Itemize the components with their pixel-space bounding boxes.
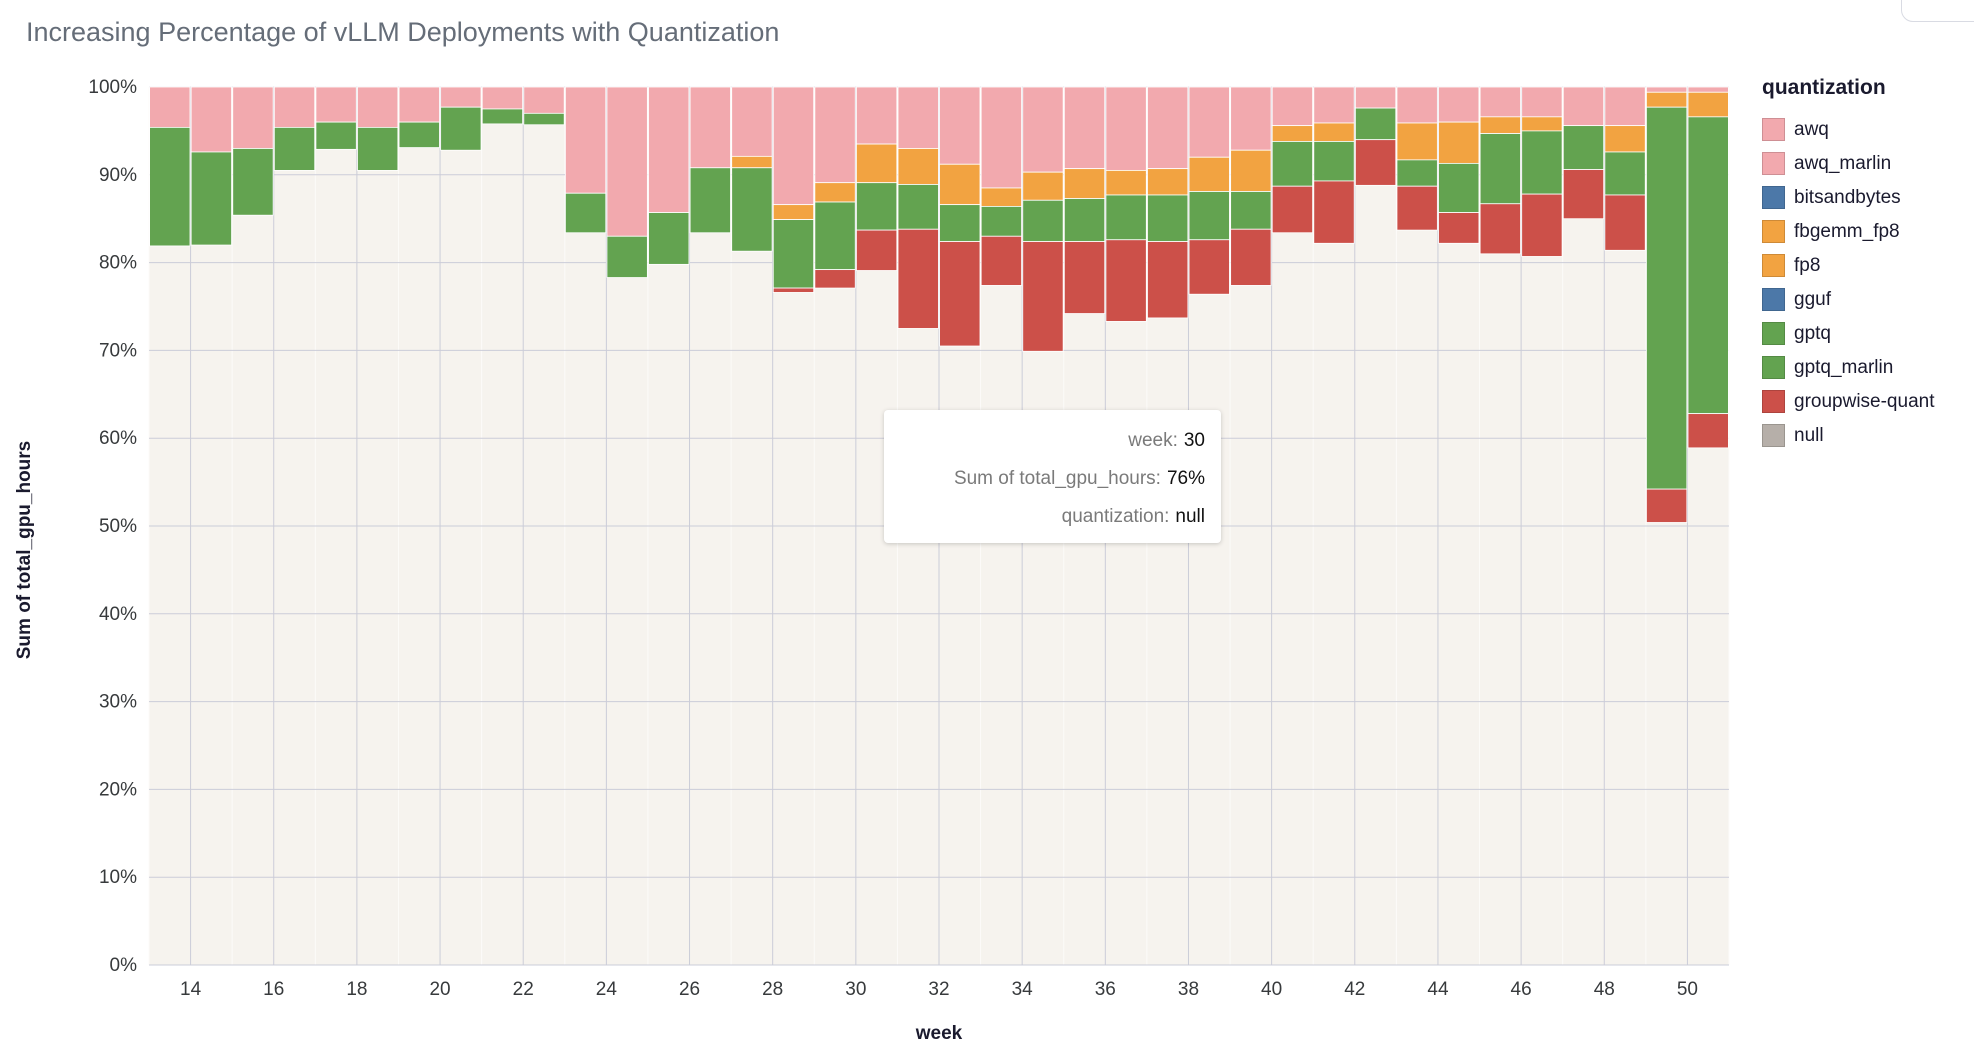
svg-text:30%: 30%	[99, 692, 137, 713]
svg-text:0%: 0%	[110, 955, 138, 976]
svg-text:50: 50	[1677, 979, 1698, 1000]
svg-text:40: 40	[1261, 979, 1282, 1000]
svg-text:20: 20	[429, 979, 450, 1000]
svg-text:18: 18	[346, 979, 367, 1000]
svg-text:42: 42	[1344, 979, 1365, 1000]
svg-text:80%: 80%	[99, 253, 137, 274]
svg-text:90%: 90%	[99, 165, 137, 186]
svg-text:10%: 10%	[99, 867, 137, 888]
svg-text:60%: 60%	[99, 428, 137, 449]
svg-text:28: 28	[762, 979, 783, 1000]
svg-text:100%: 100%	[88, 77, 137, 98]
svg-text:48: 48	[1594, 979, 1615, 1000]
svg-text:70%: 70%	[99, 340, 137, 361]
svg-text:44: 44	[1427, 979, 1449, 1000]
svg-text:46: 46	[1511, 979, 1532, 1000]
svg-text:36: 36	[1095, 979, 1116, 1000]
svg-text:30: 30	[845, 979, 866, 1000]
svg-text:50%: 50%	[99, 516, 137, 537]
svg-text:22: 22	[513, 979, 534, 1000]
svg-text:26: 26	[679, 979, 700, 1000]
svg-text:20%: 20%	[99, 779, 137, 800]
svg-text:32: 32	[928, 979, 949, 1000]
svg-text:24: 24	[596, 979, 618, 1000]
svg-text:14: 14	[180, 979, 202, 1000]
svg-text:34: 34	[1012, 979, 1034, 1000]
svg-text:40%: 40%	[99, 604, 137, 625]
svg-text:38: 38	[1178, 979, 1199, 1000]
svg-text:16: 16	[263, 979, 284, 1000]
